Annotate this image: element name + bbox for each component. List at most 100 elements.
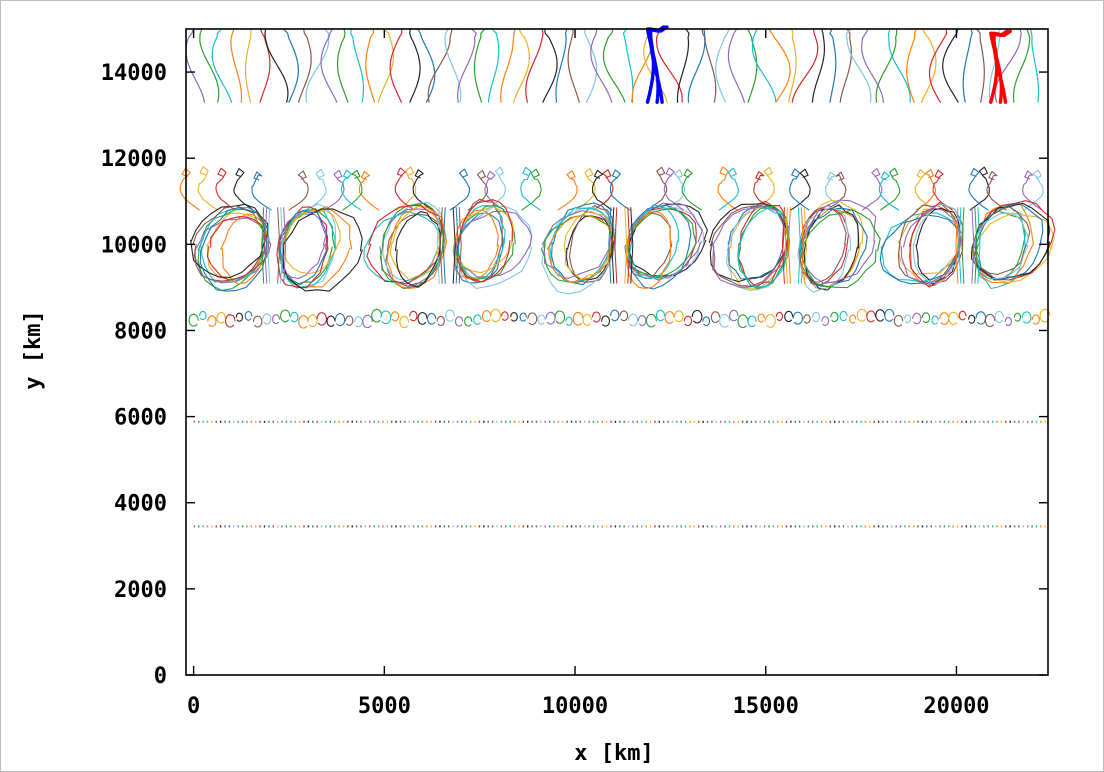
trajectory-dot	[557, 525, 560, 528]
trajectory-dot	[614, 420, 617, 423]
trajectory-dot	[338, 525, 340, 528]
trajectory-dot	[224, 525, 226, 528]
trajectory-dot	[404, 420, 406, 423]
mid-arc-trajectory	[342, 169, 363, 211]
trajectory-dot	[807, 420, 810, 423]
mid-arc-trajectory	[521, 168, 542, 211]
trajectory-dot	[768, 420, 770, 423]
trajectory-dot	[439, 420, 441, 423]
top-trajectory	[590, 28, 613, 103]
trajectory-dot	[219, 525, 222, 528]
trajectory-dot	[579, 525, 582, 528]
trajectory-dot	[807, 525, 810, 528]
small-loop-trajectory	[710, 311, 721, 323]
vortex-trajectory	[386, 204, 448, 290]
small-loop-trajectory	[399, 315, 410, 329]
trajectory-dot	[825, 420, 827, 423]
mid-arc-trajectory	[593, 169, 614, 211]
trajectory-dot	[715, 420, 717, 423]
mid-arc-trajectory	[609, 169, 631, 211]
vortex-center-line	[781, 207, 785, 284]
trajectory-dot	[746, 420, 748, 423]
trajectory-dot	[798, 525, 801, 528]
vortex-center-line	[439, 207, 443, 284]
trajectory-dot	[899, 525, 902, 528]
trajectory-dot	[619, 420, 621, 423]
trajectory-dot	[276, 420, 279, 423]
trajectory-dot	[654, 525, 656, 528]
trajectory-dot	[869, 420, 871, 423]
trajectory-dot	[829, 420, 832, 423]
x-axis-label: x [km]	[574, 741, 653, 766]
vortex-trajectory	[625, 210, 672, 290]
trajectory-dot	[294, 525, 296, 528]
small-loop-trajectory	[417, 311, 428, 325]
top-trajectory	[751, 28, 777, 103]
top-trajectory	[409, 28, 421, 103]
trajectory-dot	[211, 525, 213, 528]
small-loop-trajectory	[426, 312, 437, 325]
vortex-center-line	[277, 207, 281, 284]
trajectory-dot	[233, 525, 235, 528]
trajectory-dot	[386, 420, 389, 423]
trajectory-dot	[303, 420, 305, 423]
trajectory-dot	[491, 420, 494, 423]
top-trajectory	[768, 28, 791, 103]
y-tick-label: 14000	[101, 61, 167, 86]
trajectory-dot	[505, 525, 507, 528]
top-trajectory	[1012, 28, 1031, 103]
vortex-trajectory	[563, 210, 614, 280]
small-loop-trajectory	[1031, 314, 1040, 325]
trajectory-dot	[781, 420, 783, 423]
small-loop-trajectory	[409, 310, 418, 322]
small-loop-trajectory	[554, 310, 566, 324]
trajectory-dot	[627, 420, 630, 423]
vortex-center-line	[611, 207, 615, 284]
small-loop-trajectory	[216, 311, 226, 324]
trajectory-dot	[676, 525, 678, 528]
top-trajectory	[417, 28, 436, 103]
trajectory-dot	[456, 525, 459, 528]
top-trajectory	[525, 28, 544, 103]
vortex-trajectory	[363, 210, 442, 283]
trajectory-dot	[518, 525, 520, 528]
trajectory-dot	[864, 525, 867, 528]
trajectory-dot	[452, 525, 454, 528]
mid-arc-trajectory	[358, 170, 380, 211]
trajectory-dot	[724, 525, 726, 528]
trajectory-dot	[702, 420, 704, 423]
trajectory-dot	[926, 525, 928, 528]
trajectory-dot	[759, 420, 761, 423]
trajectory-dot	[448, 420, 450, 423]
small-loop-trajectory	[501, 311, 509, 321]
top-trajectory	[829, 28, 837, 103]
trajectory-dot	[255, 420, 257, 423]
small-loop-trajectory	[627, 313, 639, 327]
small-loop-trajectory	[345, 315, 354, 326]
mid-arc-trajectory	[969, 166, 990, 211]
trajectory-dot	[772, 420, 775, 423]
trajectory-dot	[329, 420, 332, 423]
trajectory-dot	[860, 420, 862, 423]
top-trajectory	[656, 28, 683, 103]
trajectory-dot	[250, 525, 253, 528]
trajectory-dot	[987, 420, 989, 423]
trajectory-dot	[1035, 525, 1038, 528]
top-trajectory	[962, 28, 973, 103]
trajectory-dot	[399, 525, 402, 528]
trajectory-dot	[575, 420, 577, 423]
mid-arc-trajectory	[878, 171, 900, 211]
trajectory-dot	[360, 525, 362, 528]
trajectory-dot	[237, 420, 239, 423]
vortex-center-line	[608, 207, 612, 284]
trajectory-dot	[719, 525, 722, 528]
trajectory-dot	[342, 420, 345, 423]
trajectory-dot	[772, 525, 775, 528]
trajectory-dot	[513, 525, 516, 528]
trajectory-dot	[636, 420, 639, 423]
trajectory-dot	[838, 525, 840, 528]
trajectory-dot	[426, 525, 428, 528]
trajectory-dot	[198, 525, 200, 528]
trajectory-dot	[233, 420, 235, 423]
trajectory-dot	[1013, 420, 1016, 423]
